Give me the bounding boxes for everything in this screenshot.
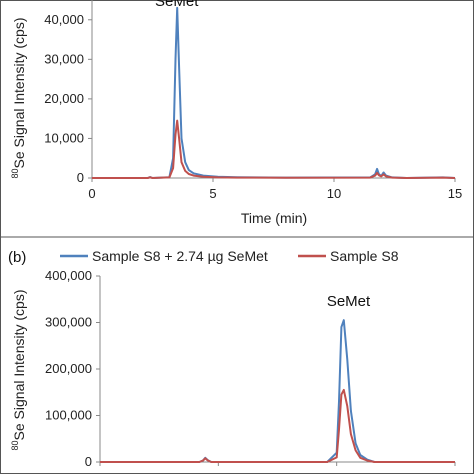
panel-b-chart: (b) Sample S8 + 2.74 µg SeMet Sample S8 …: [8, 248, 456, 469]
panel-b-y-tick-label: 300,000: [45, 315, 92, 330]
panel-b-y-tick-label: 200,000: [45, 361, 92, 376]
panel-b-y-tick-label: 400,000: [45, 268, 92, 283]
panel-b-label: (b): [8, 249, 26, 266]
panel-a-x-axis-label: Time (min): [241, 210, 307, 226]
panel-a-x-tick-label: 15: [448, 186, 462, 201]
panel-b-peak-annotation: SeMet: [327, 293, 371, 310]
panel-a-y-tick-label: 30,000: [44, 51, 84, 66]
panel-a-y-tick-label: 40,000: [44, 12, 84, 27]
panel-a-y-axis-label: 80Se Signal Intensity (cps): [10, 18, 27, 179]
panel-b-series-line: [100, 319, 455, 463]
panel-a-chart: 80Se Signal Intensity (cps) Time (min) 0…: [10, 0, 462, 226]
legend: Sample S8 + 2.74 µg SeMet Sample S8: [60, 248, 399, 264]
panel-b-y-axis-label: 80Se Signal Intensity (cps): [10, 290, 27, 451]
panel-b-y-tick-label: 0: [85, 454, 92, 469]
panel-b-y-tick-label: 100,000: [45, 408, 92, 423]
panel-a-y-tick-label: 0: [77, 170, 84, 185]
panel-a-peak-annotation: SeMet: [155, 0, 199, 10]
panel-a-x-tick-label: 10: [327, 186, 341, 201]
legend-label-spiked: Sample S8 + 2.74 µg SeMet: [92, 248, 268, 264]
legend-label-sample: Sample S8: [330, 248, 399, 264]
panel-a-x-tick-label: 0: [88, 186, 95, 201]
panel-a-series-line: [92, 6, 456, 179]
panel-a-series-line: [92, 119, 456, 179]
panel-a-x-tick-label: 5: [209, 186, 216, 201]
panel-b-series-line: [100, 388, 455, 463]
panel-a-y-tick-label: 10,000: [44, 130, 84, 145]
panel-a-y-tick-label: 20,000: [44, 91, 84, 106]
